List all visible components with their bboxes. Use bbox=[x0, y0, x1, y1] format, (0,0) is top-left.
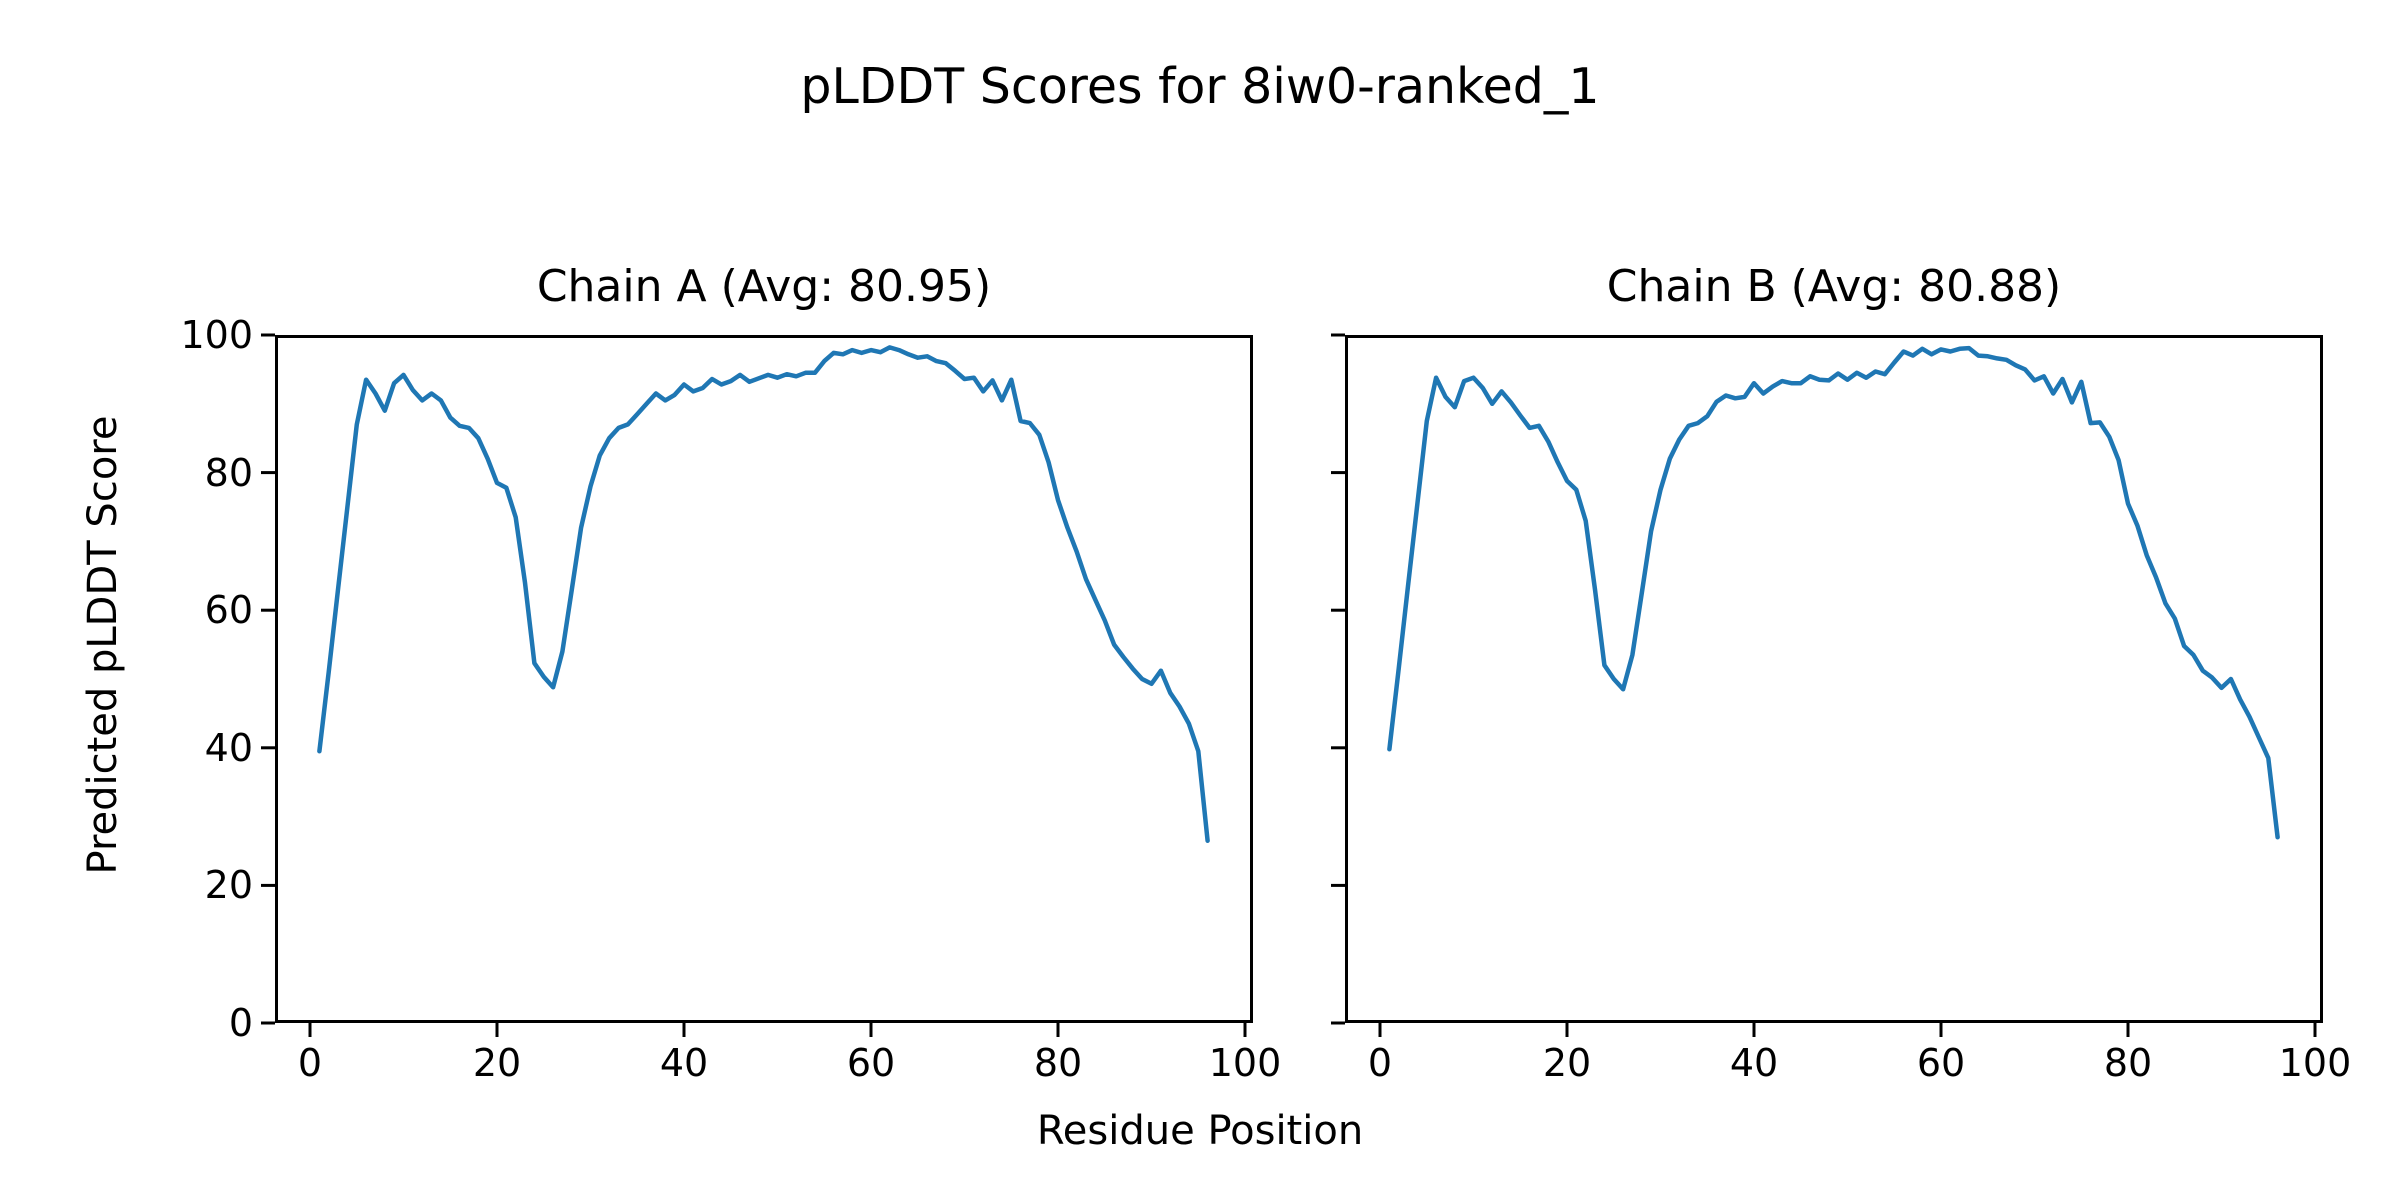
y-tick-label: 40 bbox=[204, 725, 253, 770]
x-tick-label: 40 bbox=[1729, 1041, 1779, 1085]
chain-a-title: Chain A (Avg: 80.95) bbox=[536, 261, 992, 312]
x-tick-label: 40 bbox=[659, 1041, 709, 1085]
chain-a-subplot: Chain A (Avg: 80.95) 0 20 40 60 80 100 0 20 40 60… bbox=[180, 261, 1281, 1083]
plddt-line-chain-b bbox=[1387, 345, 2280, 840]
chain-b-plot-area bbox=[1331, 333, 2323, 1037]
x-tick-label: 100 bbox=[1208, 1041, 1282, 1085]
figure-title: pLDDT Scores for 8iw0-ranked_1 bbox=[800, 58, 1600, 115]
chain-b-title: Chain B (Avg: 80.88) bbox=[1606, 261, 2062, 312]
x-tick-label: 60 bbox=[1916, 1041, 1966, 1085]
y-tick-label: 80 bbox=[204, 450, 253, 495]
y-tick-label: 20 bbox=[204, 863, 253, 908]
y-tick-label: 0 bbox=[228, 1001, 253, 1045]
x-tick-label: 100 bbox=[2278, 1041, 2352, 1085]
chain-b-subplot: Chain B (Avg: 80.88) 0 20 40 60 80 100 bbox=[1331, 261, 2351, 1083]
x-tick-label: 60 bbox=[846, 1041, 896, 1085]
axes-spines bbox=[275, 335, 1253, 1023]
plddt-line-chain-a bbox=[317, 345, 1210, 843]
x-tick-label: 80 bbox=[1033, 1041, 1083, 1085]
y-axis-label: Predicted pLDDT Score bbox=[80, 415, 126, 875]
axes-spines bbox=[1345, 335, 2323, 1023]
x-axis-label: Residue Position bbox=[1036, 1108, 1364, 1154]
x-tick-label: 0 bbox=[1367, 1041, 1393, 1085]
x-tick-label: 80 bbox=[2103, 1041, 2153, 1085]
chain-a-plot-area bbox=[261, 333, 1253, 1037]
x-tick-label: 20 bbox=[1542, 1041, 1592, 1085]
x-tick-label: 20 bbox=[472, 1041, 522, 1085]
y-tick-label: 100 bbox=[180, 313, 253, 357]
x-tick-label: 0 bbox=[297, 1041, 323, 1085]
y-tick-label: 60 bbox=[204, 588, 253, 633]
